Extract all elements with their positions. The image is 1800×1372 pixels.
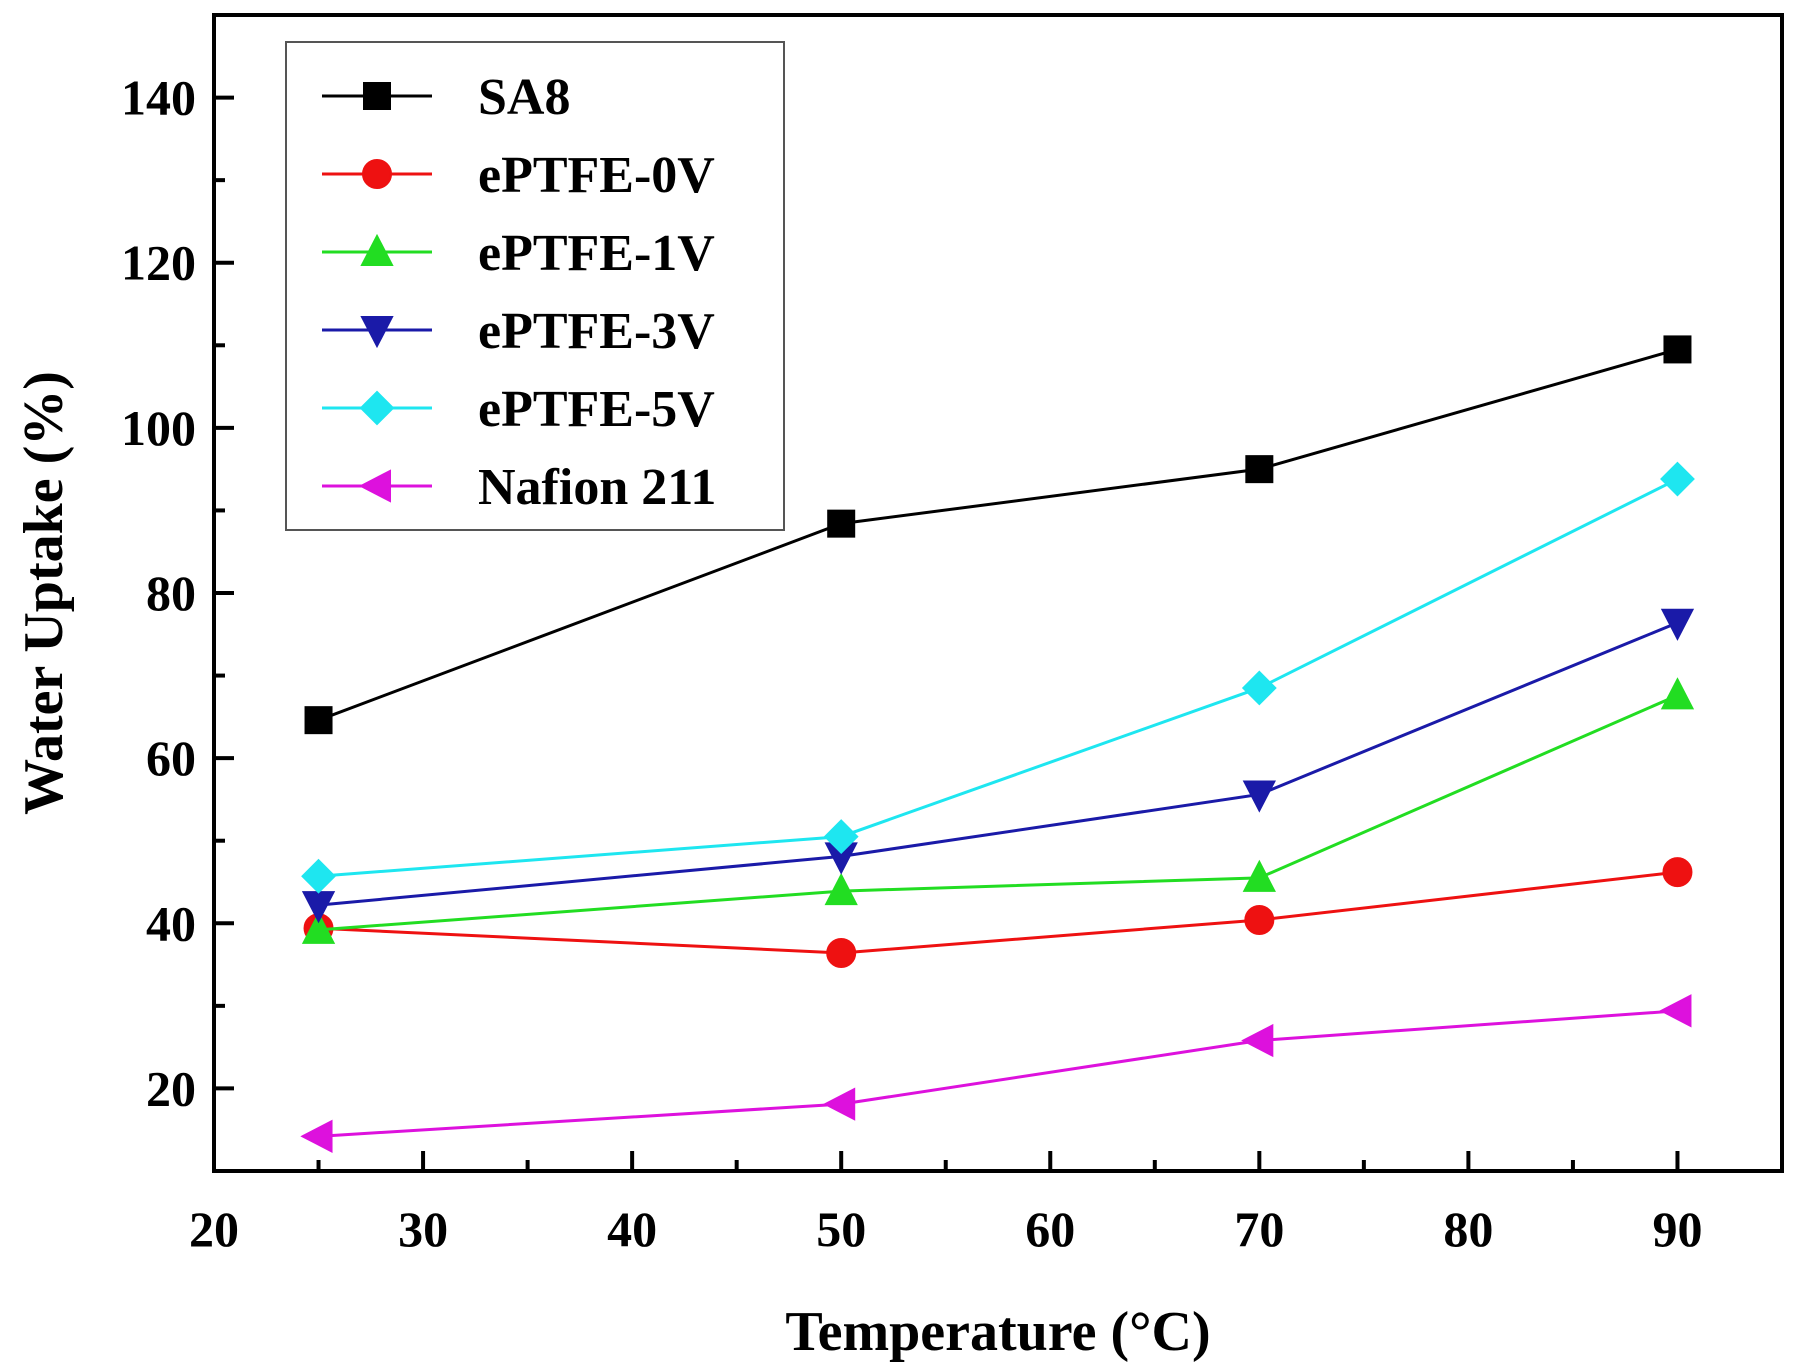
- x-tick-label: 40: [607, 1201, 657, 1257]
- y-axis-title: Water Uptake (%): [13, 371, 75, 815]
- legend-item-sa8: SA8: [322, 69, 570, 126]
- data-point-sa8: [1245, 455, 1274, 484]
- legend: SA8 ePTFE-0V ePTFE-1V ePTFE-3V ePTFE-5V Nafio…: [285, 41, 785, 531]
- x-axis-title: Temperature (°C): [785, 1301, 1210, 1363]
- legend-marker: [362, 159, 392, 189]
- data-point-eptfe-5v: [823, 819, 859, 854]
- series-eptfe-1v: [301, 677, 1695, 944]
- series-eptfe-0v: [303, 857, 1693, 969]
- y-tick-label: 80: [146, 565, 196, 621]
- data-point-eptfe-3v: [1242, 780, 1276, 813]
- data-point-eptfe-0v: [826, 938, 857, 969]
- series-line-nafion-211: [318, 1009, 1678, 1138]
- data-point-eptfe-5v: [1241, 670, 1277, 706]
- series-line-eptfe-3v: [318, 621, 1679, 907]
- legend-label: Nafion 211: [478, 459, 716, 516]
- data-point-eptfe-1v: [1242, 859, 1276, 892]
- x-tick-label: 90: [1652, 1201, 1702, 1257]
- data-point-eptfe-3v: [301, 891, 336, 924]
- data-point-eptfe-5v: [1660, 461, 1695, 497]
- y-tick-label: 100: [121, 400, 196, 456]
- legend-marker: [363, 82, 391, 110]
- legend-label: SA8: [478, 69, 570, 126]
- legend-item-nafion-211: Nafion 211: [322, 459, 716, 516]
- data-point-eptfe-0v: [1244, 904, 1275, 935]
- series-line-sa8: [318, 347, 1678, 722]
- data-point-eptfe-5v: [301, 858, 336, 894]
- y-tick-label: 60: [146, 730, 196, 786]
- legend-box: [285, 41, 785, 531]
- data-point-nafion-211: [1241, 1023, 1274, 1058]
- x-tick-label: 20: [189, 1201, 239, 1257]
- y-tick-label: 120: [121, 235, 196, 291]
- y-tick-label: 20: [146, 1060, 196, 1116]
- data-point-eptfe-3v: [1660, 608, 1695, 641]
- y-tick-label: 40: [146, 895, 196, 951]
- legend-item-eptfe-0v: ePTFE-0V: [322, 147, 715, 204]
- series-sa8: [304, 335, 1692, 735]
- x-tick-label: 80: [1443, 1201, 1493, 1257]
- series-eptfe-5v: [301, 461, 1695, 894]
- data-point-nafion-211: [1659, 994, 1692, 1028]
- series-line-eptfe-0v: [318, 870, 1678, 955]
- legend-label: ePTFE-1V: [478, 225, 715, 282]
- legend-item-eptfe-1v: ePTFE-1V: [322, 225, 715, 282]
- series-nafion-211: [300, 994, 1692, 1153]
- legend-marker: [360, 316, 394, 349]
- series-line-eptfe-5v: [318, 477, 1679, 878]
- legend-label: ePTFE-5V: [478, 381, 715, 438]
- data-point-sa8: [304, 706, 333, 735]
- data-point-nafion-211: [300, 1119, 333, 1153]
- series-layer: [300, 335, 1695, 1153]
- data-point-eptfe-1v: [824, 872, 858, 906]
- data-point-sa8: [1663, 335, 1692, 364]
- data-point-nafion-211: [823, 1087, 856, 1121]
- data-point-eptfe-1v: [1660, 677, 1695, 710]
- data-point-eptfe-0v: [1662, 857, 1693, 888]
- x-tick-label: 50: [816, 1201, 866, 1257]
- series-line-eptfe-1v: [318, 694, 1679, 932]
- legend-marker: [360, 233, 394, 266]
- legend-label: ePTFE-3V: [478, 303, 715, 360]
- ticks-layer: 20 30 40 50 60 70 80 90 20 40 60 80 100 120 140: [121, 70, 1784, 1257]
- series-eptfe-3v: [301, 608, 1695, 924]
- data-point-eptfe-1v: [301, 911, 336, 944]
- x-tick-label: 60: [1025, 1201, 1075, 1257]
- x-tick-label: 30: [398, 1201, 448, 1257]
- data-point-sa8: [827, 509, 856, 538]
- x-tick-label: 70: [1234, 1201, 1284, 1257]
- legend-label: ePTFE-0V: [478, 147, 715, 204]
- legend-item-eptfe-5v: ePTFE-5V: [322, 381, 715, 438]
- legend-item-eptfe-3v: ePTFE-3V: [322, 303, 715, 360]
- legend-marker: [358, 469, 391, 503]
- y-tick-label: 140: [121, 70, 196, 126]
- legend-marker: [359, 390, 395, 426]
